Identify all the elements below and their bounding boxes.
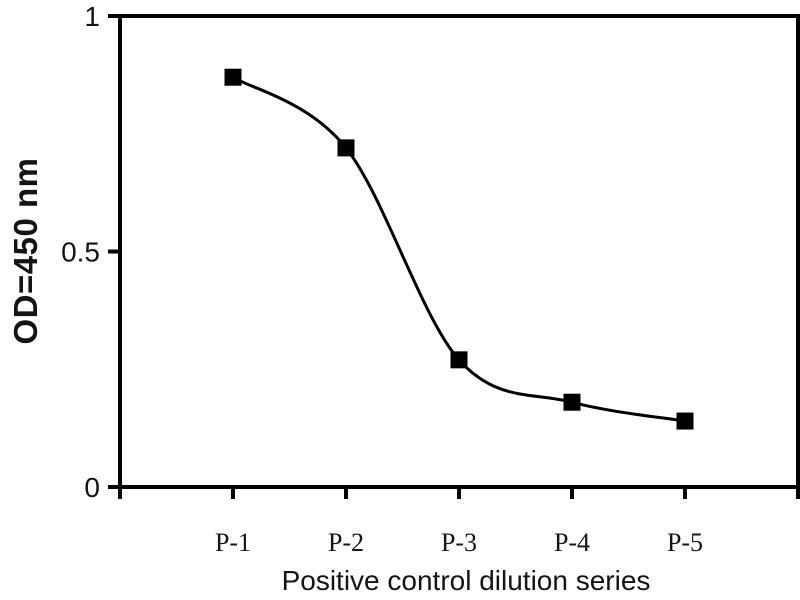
x-tick-label: P-2	[328, 528, 364, 557]
y-tick-label: 0	[84, 472, 100, 503]
x-axis-title: Positive control dilution series	[281, 565, 651, 596]
data-point-marker	[224, 68, 242, 86]
x-tick-label: P-4	[554, 528, 590, 557]
plot-frame	[118, 14, 800, 489]
x-tick-label: P-3	[441, 528, 477, 557]
y-axis-title: OD=450 nm	[7, 157, 44, 345]
y-tick-label: 0.5	[61, 237, 100, 268]
x-tick-label: P-5	[667, 528, 703, 557]
series-line	[231, 75, 687, 423]
data-point-marker	[337, 139, 355, 157]
data-point-marker	[563, 393, 581, 411]
x-tick-label: P-1	[215, 528, 251, 557]
data-point-marker	[676, 412, 694, 430]
data-point-marker	[450, 351, 468, 369]
y-tick-label: 1	[84, 1, 100, 32]
